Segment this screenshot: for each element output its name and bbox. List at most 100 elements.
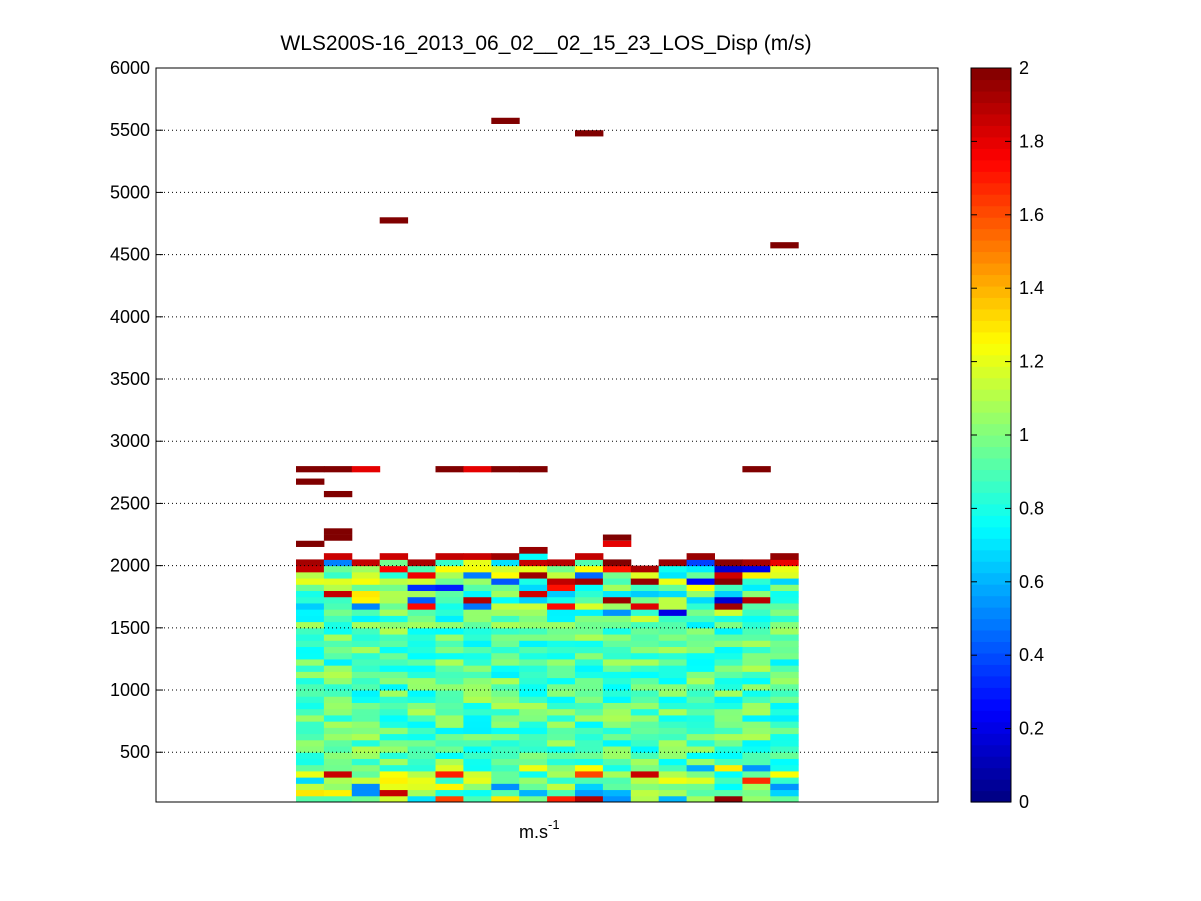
heatmap-cell xyxy=(351,646,381,654)
heatmap-cell xyxy=(407,621,436,629)
heatmap-cell xyxy=(770,658,799,666)
heatmap-cell xyxy=(686,789,715,797)
heatmap-cell xyxy=(742,708,771,716)
heatmap-cell xyxy=(323,702,353,710)
heatmap-cell xyxy=(630,752,660,759)
heatmap-cell xyxy=(602,746,632,753)
heatmap-cell xyxy=(519,466,548,473)
heatmap-cell xyxy=(602,683,632,691)
heatmap-cell xyxy=(296,652,325,660)
heatmap-cell xyxy=(602,727,632,735)
y-tick-label: 4500 xyxy=(110,245,150,265)
heatmap-cell xyxy=(463,683,492,691)
heatmap-cell xyxy=(742,764,771,772)
heatmap-cell xyxy=(630,602,660,610)
plot-axes-box xyxy=(155,67,939,803)
heatmap-cell xyxy=(575,727,604,735)
y-axis: 500 1000 1500 2000 2500 3000 3500 4000 4500 5000 5… xyxy=(110,58,938,762)
heatmap-cell xyxy=(714,758,743,766)
heatmap-cell xyxy=(770,714,799,722)
heatmap-cell xyxy=(407,746,436,753)
heatmap-cell xyxy=(296,702,325,710)
heatmap-cell xyxy=(686,571,715,579)
colorbar-band xyxy=(971,285,1011,298)
heatmap-cell xyxy=(351,665,381,672)
heatmap-cell xyxy=(435,640,464,647)
heatmap-cell xyxy=(379,615,409,623)
heatmap-cell xyxy=(686,665,715,672)
heatmap-cell xyxy=(323,764,353,772)
heatmap-cell xyxy=(463,559,492,567)
heatmap-cell xyxy=(658,690,688,697)
heatmap-cell xyxy=(714,578,743,585)
heatmap-cell xyxy=(742,596,771,604)
heatmap-cell xyxy=(323,553,353,560)
heatmap-cell xyxy=(491,584,520,592)
heatmap-cell xyxy=(435,770,464,778)
heatmap-cell xyxy=(435,752,464,759)
heatmap-cell xyxy=(519,683,548,691)
heatmap-cell xyxy=(547,609,576,616)
heatmap-cell xyxy=(435,602,464,610)
heatmap-cell xyxy=(351,690,381,697)
heatmap-cell xyxy=(658,671,688,679)
heatmap-cell xyxy=(351,571,381,579)
heatmap-cell xyxy=(714,690,743,697)
heatmap-cell xyxy=(602,627,632,635)
heatmap-cell xyxy=(463,733,492,741)
heatmap-cell xyxy=(658,777,688,784)
colorbar-axis: 0 0.2 0.4 0.6 0.8 1 1.2 1.4 1.6 1.8 2 xyxy=(971,58,1044,812)
heatmap-cell xyxy=(491,578,520,585)
heatmap-cell xyxy=(463,708,492,716)
heatmap-cell xyxy=(435,789,464,797)
chart-title: WLS200S-16_2013_06_02__02_15_23_LOS_Disp… xyxy=(280,32,811,55)
colorbar-tick-label: 0.8 xyxy=(1019,498,1044,518)
heatmap-cell xyxy=(435,708,464,716)
heatmap-cell xyxy=(770,652,799,660)
heatmap-cell xyxy=(630,646,660,654)
heatmap-cell xyxy=(602,777,632,784)
heatmap-cell xyxy=(686,621,715,629)
heatmap-cell xyxy=(519,714,548,722)
heatmap-cell xyxy=(351,621,381,629)
heatmap-cell xyxy=(491,708,520,716)
heatmap-cell xyxy=(296,677,325,685)
heatmap-cell xyxy=(296,615,325,623)
heatmap-cell xyxy=(770,627,799,635)
colorbar-band xyxy=(971,790,1011,803)
heatmap-cell xyxy=(658,702,688,710)
colorbar-tick-label: 0.4 xyxy=(1019,645,1044,665)
heatmap-cell xyxy=(435,584,464,592)
heatmap-cell xyxy=(435,609,464,616)
heatmap-cell xyxy=(323,789,353,797)
heatmap-cell xyxy=(379,708,409,716)
heatmap-cell xyxy=(463,752,492,759)
heatmap-cell xyxy=(602,565,632,573)
heatmap-cell xyxy=(435,746,464,753)
colorbar-band xyxy=(971,148,1011,161)
heatmap-cell xyxy=(519,602,548,610)
heatmap-cell xyxy=(296,746,325,753)
heatmap-cell xyxy=(491,627,520,635)
heatmap-cell xyxy=(463,764,492,772)
heatmap-cell xyxy=(602,615,632,623)
heatmap-cell xyxy=(602,770,632,778)
heatmap-cell xyxy=(351,795,381,803)
heatmap-cell xyxy=(379,621,409,629)
heatmap-cell xyxy=(351,733,381,741)
heatmap-cell xyxy=(296,727,325,735)
heatmap-cell xyxy=(714,634,743,641)
y-tick-label: 500 xyxy=(120,742,150,762)
heatmap-cell xyxy=(463,652,492,660)
heatmap-cell xyxy=(323,783,353,791)
heatmap-cell xyxy=(770,758,799,766)
heatmap-cell xyxy=(463,584,492,592)
heatmap-cell xyxy=(435,690,464,697)
heatmap-cell xyxy=(463,609,492,616)
heatmap-cell xyxy=(519,671,548,679)
heatmap-cell xyxy=(323,795,353,803)
heatmap-cell xyxy=(686,795,715,803)
heatmap-cell xyxy=(630,727,660,735)
colorbar-band xyxy=(971,503,1011,516)
colorbar-band xyxy=(971,457,1011,471)
